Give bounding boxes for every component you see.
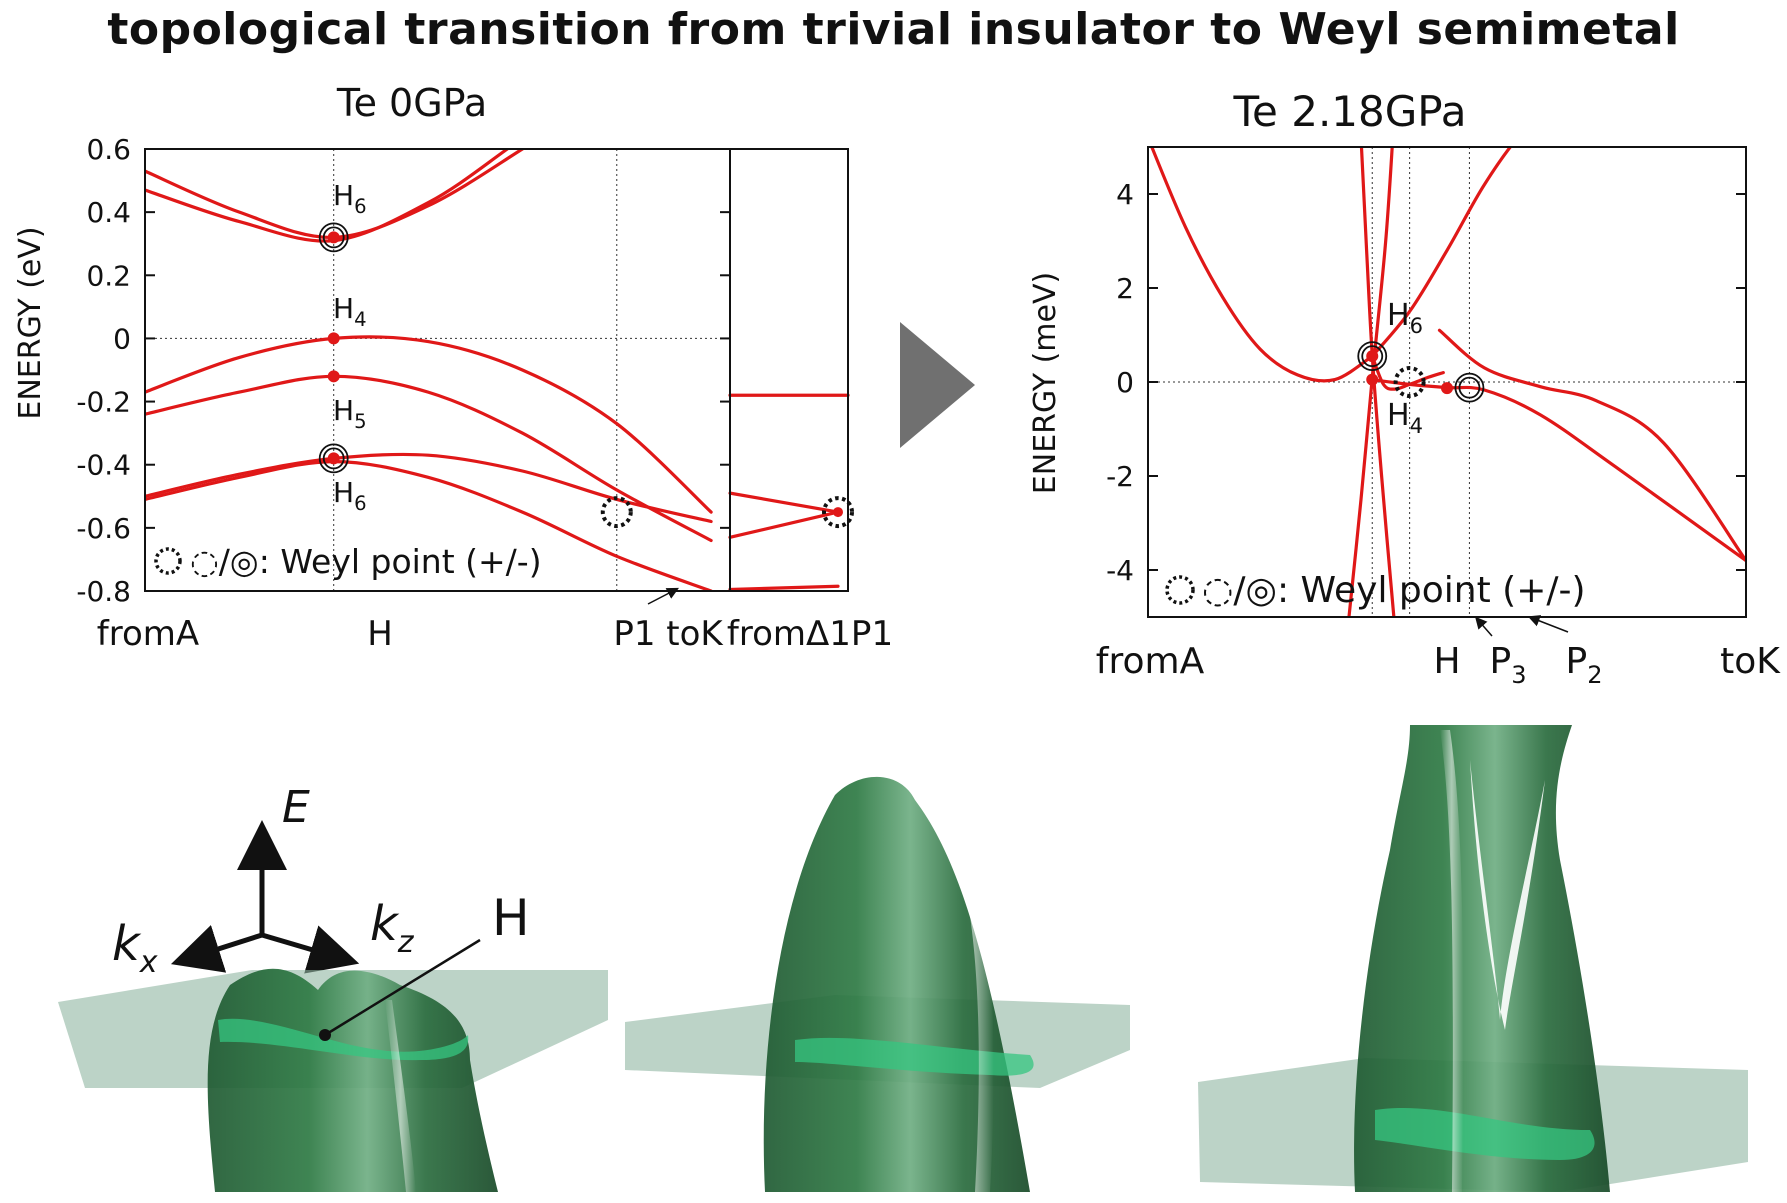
- y-tick-label: 0.2: [86, 259, 131, 292]
- band-line-0: [145, 149, 526, 240]
- chart-te-0gpa: Te 0GPa ENERGY (eV) 0.6 0.4 0.2 0 -0.2 -0.4 -0…: [13, 81, 893, 654]
- band-surface-2: [763, 776, 1030, 1192]
- axes-3d-icon: [170, 820, 360, 974]
- h-point-pointer: [324, 938, 481, 1037]
- chart0-legend: ◌/◎: Weyl point (+/-): [190, 542, 542, 581]
- side-band-0: [728, 491, 840, 514]
- band-line-5: [1437, 328, 1746, 563]
- chart-te-218gpa: Te 2.18GPa ENERGY (meV) 4 2 0 -2 -4 H6 H4 fro…: [1028, 87, 1781, 689]
- side-band-1: [728, 510, 840, 539]
- fermi-contour-1: [218, 1018, 469, 1061]
- band-point-marker: [1366, 350, 1379, 363]
- y-tick-label: 0: [1116, 366, 1134, 399]
- y-tick-label: -0.8: [76, 575, 131, 608]
- chart0-kpath-fromdelta1p1: fromΔ1P1: [727, 614, 893, 654]
- weyl-plus-marker: [318, 443, 349, 474]
- y-tick-label: 0: [113, 322, 131, 355]
- chart0-kpath-h: H: [367, 614, 393, 654]
- surface-gap-3: [1470, 760, 1545, 1030]
- band-point-marker: [327, 332, 340, 345]
- band-point-marker: [833, 507, 843, 518]
- chart1-ylabel: ENERGY (meV): [1028, 272, 1063, 494]
- band-surface-3: [1354, 725, 1610, 1192]
- band-surface-illustrations: E kx kz H: [58, 725, 1748, 1192]
- band-point-marker: [1366, 373, 1379, 386]
- point-label-H6: H6: [333, 476, 367, 515]
- surface-0gpa: [58, 938, 608, 1192]
- chart0-p1-pointer: [647, 587, 679, 605]
- surface-intermediate: [625, 776, 1130, 1192]
- weyl-minus-marker: [1393, 366, 1426, 398]
- band-line-2: [1370, 147, 1513, 358]
- band-line-2: [145, 335, 713, 514]
- axis-kz-label: kz: [370, 896, 415, 960]
- chart1-title: Te 2.18GPa: [1233, 87, 1467, 136]
- point-label-H5: H5: [333, 394, 367, 433]
- weyl-plus-marker: [1454, 372, 1485, 403]
- band-line-5: [145, 459, 713, 591]
- y-tick-label: -0.2: [76, 386, 131, 419]
- band-line-1: [1370, 354, 1445, 391]
- chart0-kpath-froma: fromA: [97, 614, 199, 654]
- weyl-plus-marker: [318, 222, 349, 253]
- band-surface-1: [207, 968, 498, 1192]
- chart0-title: Te 0GPa: [336, 81, 487, 125]
- band-point-marker: [327, 231, 340, 244]
- point-label-H4: H4: [333, 292, 367, 331]
- axis-e-label: E: [282, 782, 310, 833]
- fermi-contour-3: [1375, 1107, 1595, 1160]
- h-point-marker: [319, 1029, 331, 1041]
- chart1-p2-pointer: [1527, 615, 1569, 633]
- band-point-marker: [327, 370, 340, 383]
- chart0-kpath-p1-tok: P1 toK: [613, 614, 724, 654]
- band-line-4: [145, 452, 713, 524]
- chart1-frame: [1147, 146, 1747, 618]
- legend1-open-circle-icon: [1165, 575, 1195, 605]
- chart1-kpath-froma: fromA: [1096, 641, 1205, 682]
- axis-kx-label: kx: [112, 916, 158, 980]
- band-line-6: [1370, 378, 1746, 563]
- main-title: topological transition from trivial insu…: [107, 4, 1680, 55]
- legend0-open-circle-icon: [154, 547, 182, 575]
- chart1-kpath-tok: toK: [1720, 641, 1781, 682]
- y-tick-label: -2: [1106, 460, 1134, 493]
- y-tick-label: -0.4: [76, 449, 131, 482]
- band-point-marker: [1441, 382, 1453, 395]
- transition-arrow-icon: [900, 322, 975, 448]
- chart1-kpath-p2: P2: [1566, 641, 1603, 689]
- chart1-kpath-p3: P3: [1490, 641, 1527, 689]
- chart0-side-frame: [729, 148, 849, 592]
- surface-218gpa: [1198, 725, 1748, 1192]
- point-label-H6: H6: [333, 179, 367, 218]
- band-point-marker: [327, 452, 340, 465]
- chart0-frame: [144, 148, 731, 592]
- chart0-ylabel: ENERGY (eV): [13, 226, 48, 419]
- band-line-1: [145, 149, 511, 243]
- y-tick-label: 0.6: [86, 133, 131, 166]
- point-label-H4: H4: [1387, 398, 1423, 438]
- chart1-p3-pointer: [1475, 616, 1493, 637]
- band-line-3: [145, 374, 713, 543]
- side-band-2: [728, 584, 840, 592]
- y-tick-label: 2: [1116, 272, 1134, 305]
- y-tick-label: 4: [1116, 178, 1134, 211]
- band-line-0: [1150, 147, 1374, 383]
- point-label-H6: H6: [1387, 298, 1423, 338]
- weyl-minus-marker: [600, 496, 633, 529]
- fermi-contour-2: [795, 1037, 1034, 1076]
- chart1-legend: ◌/◎: Weyl point (+/-): [1202, 570, 1586, 611]
- y-tick-label: 0.4: [86, 196, 131, 229]
- y-tick-label: -0.6: [76, 512, 131, 545]
- y-tick-label: -4: [1106, 554, 1134, 587]
- chart1-kpath-h: H: [1433, 641, 1460, 682]
- h-point-label: H: [492, 889, 530, 947]
- weyl-minus-marker: [822, 496, 854, 529]
- weyl-plus-marker: [1357, 341, 1388, 372]
